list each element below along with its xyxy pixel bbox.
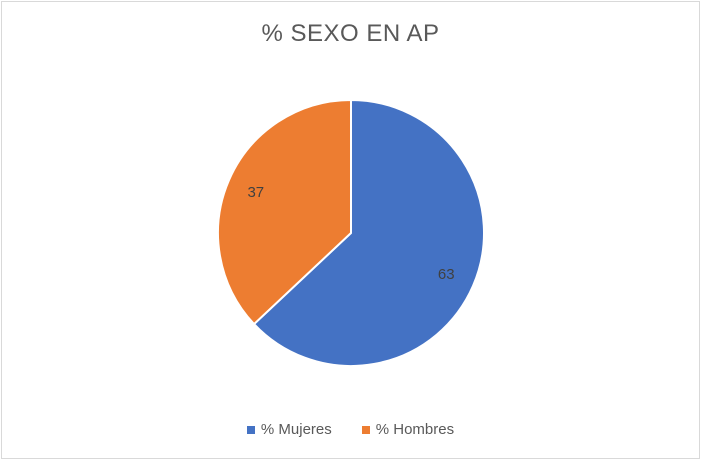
legend-item-mujeres: % Mujeres bbox=[246, 421, 332, 438]
legend-swatch-hombres bbox=[361, 425, 370, 434]
legend: % Mujeres % Hombres bbox=[0, 421, 701, 438]
data-label-mujeres: 63 bbox=[438, 266, 455, 283]
legend-label-hombres: % Hombres bbox=[375, 421, 455, 438]
pie-slice-hombres bbox=[217, 98, 352, 326]
legend-swatch-mujeres bbox=[246, 425, 255, 434]
legend-label-mujeres: % Mujeres bbox=[260, 421, 332, 438]
data-label-hombres: 37 bbox=[247, 184, 264, 201]
legend-item-hombres: % Hombres bbox=[361, 421, 455, 438]
chart-title: % SEXO EN AP bbox=[261, 20, 440, 47]
pie-slice-mujeres bbox=[252, 98, 485, 367]
